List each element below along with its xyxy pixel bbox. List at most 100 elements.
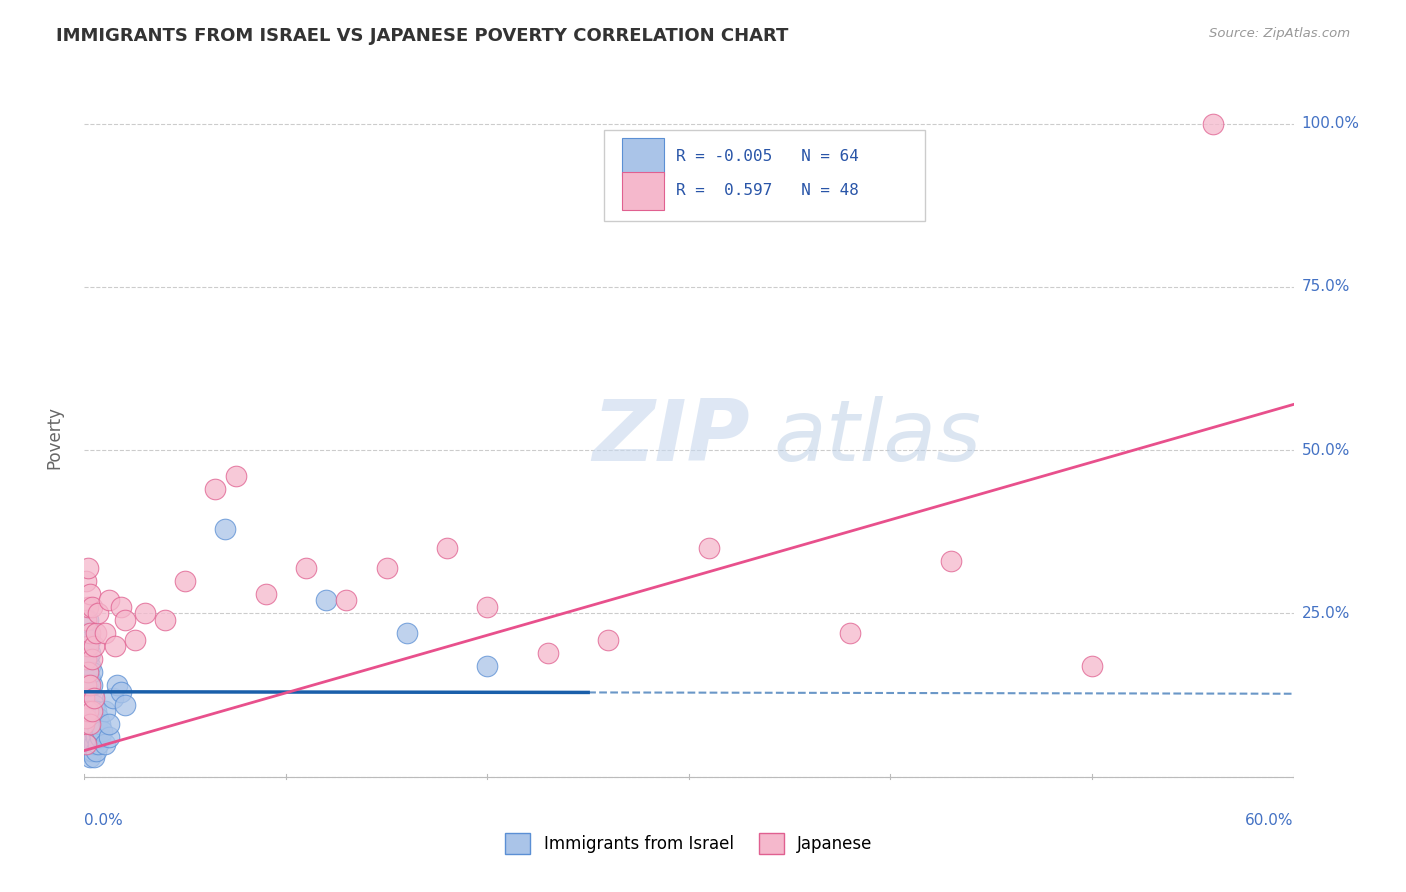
Point xyxy=(83,711,105,725)
Text: 0.0%: 0.0% xyxy=(84,813,124,828)
Point xyxy=(75,691,97,706)
Point xyxy=(77,665,100,680)
Point xyxy=(77,652,100,666)
Point xyxy=(315,593,337,607)
Point xyxy=(295,560,318,574)
Point xyxy=(77,639,100,653)
Point xyxy=(83,691,105,706)
Point xyxy=(79,685,101,699)
Point xyxy=(83,639,105,653)
Point xyxy=(598,632,620,647)
Point xyxy=(97,731,120,745)
Point xyxy=(93,705,115,719)
Point xyxy=(77,705,100,719)
Point xyxy=(87,723,110,738)
Point xyxy=(93,737,115,751)
Point xyxy=(75,613,97,627)
Point xyxy=(75,626,97,640)
Point xyxy=(537,646,560,660)
Point xyxy=(82,743,104,757)
Point xyxy=(73,717,96,731)
Text: IMMIGRANTS FROM ISRAEL VS JAPANESE POVERTY CORRELATION CHART: IMMIGRANTS FROM ISRAEL VS JAPANESE POVER… xyxy=(56,27,789,45)
Point xyxy=(1202,117,1225,131)
Text: Source: ZipAtlas.com: Source: ZipAtlas.com xyxy=(1209,27,1350,40)
Point xyxy=(839,626,862,640)
Text: ZIP: ZIP xyxy=(592,395,749,479)
Point xyxy=(79,587,101,601)
Point xyxy=(214,521,236,535)
Point xyxy=(335,593,357,607)
Point xyxy=(79,723,101,738)
Point xyxy=(204,483,226,497)
Point xyxy=(939,554,962,568)
Point xyxy=(82,705,104,719)
Point xyxy=(79,632,101,647)
Text: 50.0%: 50.0% xyxy=(1302,442,1350,458)
Point xyxy=(79,658,101,673)
Point xyxy=(82,665,104,680)
Point xyxy=(77,717,100,731)
Point xyxy=(73,731,96,745)
Point xyxy=(77,691,100,706)
Point xyxy=(75,658,97,673)
Point xyxy=(86,626,108,640)
Point xyxy=(79,626,101,640)
Point xyxy=(86,717,108,731)
Point xyxy=(82,705,104,719)
Point xyxy=(89,717,111,731)
Point xyxy=(91,723,114,738)
Point xyxy=(75,737,97,751)
Text: 60.0%: 60.0% xyxy=(1246,813,1294,828)
Point xyxy=(153,613,176,627)
Point xyxy=(114,613,136,627)
Legend: Immigrants from Israel, Japanese: Immigrants from Israel, Japanese xyxy=(499,827,879,860)
Text: R = -0.005   N = 64: R = -0.005 N = 64 xyxy=(676,150,859,164)
Point xyxy=(77,678,100,692)
Point xyxy=(254,587,277,601)
Point xyxy=(75,652,97,666)
Point xyxy=(82,717,104,731)
Point xyxy=(477,599,499,614)
Point xyxy=(174,574,197,588)
Point xyxy=(83,737,105,751)
Text: atlas: atlas xyxy=(773,395,981,479)
Point xyxy=(104,639,127,653)
Point xyxy=(105,678,128,692)
Point xyxy=(77,731,100,745)
Point xyxy=(77,743,100,757)
Text: 75.0%: 75.0% xyxy=(1302,279,1350,294)
Point xyxy=(77,560,100,574)
Point xyxy=(87,737,110,751)
Point xyxy=(73,711,96,725)
Point xyxy=(79,750,101,764)
Point xyxy=(79,646,101,660)
Point xyxy=(83,698,105,712)
Point xyxy=(89,731,111,745)
Point xyxy=(83,723,105,738)
Point xyxy=(101,691,124,706)
Point xyxy=(83,750,105,764)
Point xyxy=(86,743,108,757)
Point xyxy=(79,678,101,692)
Point xyxy=(79,717,101,731)
Point xyxy=(375,560,398,574)
Point xyxy=(77,599,100,614)
Point xyxy=(87,711,110,725)
Point xyxy=(77,705,100,719)
Point xyxy=(75,705,97,719)
Point xyxy=(77,665,100,680)
Point xyxy=(77,639,100,653)
Text: R =  0.597   N = 48: R = 0.597 N = 48 xyxy=(676,183,859,198)
Text: 25.0%: 25.0% xyxy=(1302,606,1350,621)
Point xyxy=(97,717,120,731)
Point xyxy=(110,599,132,614)
Point xyxy=(82,652,104,666)
Point xyxy=(75,711,97,725)
FancyBboxPatch shape xyxy=(605,130,925,221)
Point xyxy=(110,685,132,699)
Point xyxy=(79,711,101,725)
Point xyxy=(82,678,104,692)
Point xyxy=(86,731,108,745)
Y-axis label: Poverty: Poverty xyxy=(45,406,63,468)
Point xyxy=(225,469,247,483)
